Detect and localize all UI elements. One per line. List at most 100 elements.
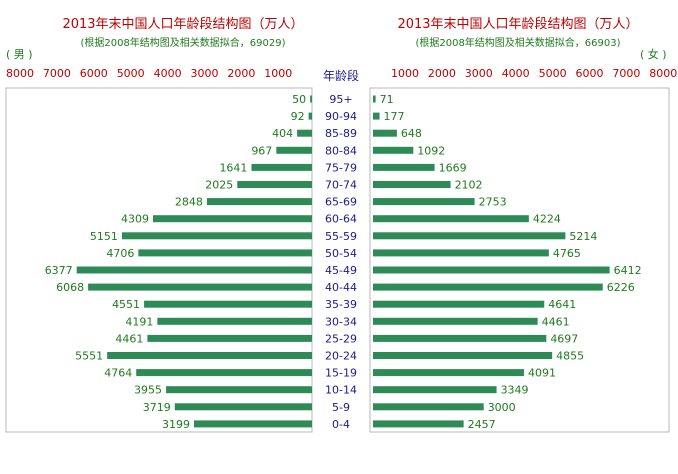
female-tick-label: 7000 bbox=[612, 67, 640, 80]
female-tick-label: 8000 bbox=[649, 67, 677, 80]
age-group-label: 70-74 bbox=[325, 179, 357, 192]
age-group-label: 5-9 bbox=[332, 401, 350, 414]
female-value-label: 1092 bbox=[417, 144, 445, 157]
male-value-label: 5151 bbox=[90, 230, 118, 243]
female-value-label: 4765 bbox=[553, 247, 581, 260]
age-group-label: 80-84 bbox=[325, 144, 357, 157]
female-value-label: 648 bbox=[401, 127, 422, 140]
left-subtitle: (根据2008年结构图及相关数据拟合，69029) bbox=[80, 36, 285, 49]
bars-layer bbox=[76, 95, 610, 428]
age-group-label: 35-39 bbox=[325, 298, 357, 311]
female-value-label: 4224 bbox=[533, 213, 561, 226]
labels-layer: 50 71 95+ 92 177 90-94 404 648 85-89 967 1092 80-84… bbox=[45, 93, 642, 431]
age-group-label: 10-14 bbox=[325, 384, 357, 397]
age-group-label: 85-89 bbox=[325, 127, 357, 140]
male-bar bbox=[88, 283, 313, 291]
female-bar bbox=[373, 112, 380, 120]
right-subtitle: (根据2008年结构图及相关数据拟合，66903) bbox=[415, 36, 620, 49]
female-tick-label: 4000 bbox=[502, 67, 530, 80]
female-value-label: 5214 bbox=[569, 230, 597, 243]
female-value-label: 4697 bbox=[550, 332, 578, 345]
age-group-label: 25-29 bbox=[325, 332, 357, 345]
female-tick-label: 3000 bbox=[465, 67, 493, 80]
female-bar bbox=[373, 215, 529, 223]
age-group-label: 30-34 bbox=[325, 315, 357, 328]
female-tick-label: 2000 bbox=[428, 67, 456, 80]
male-value-label: 92 bbox=[291, 110, 305, 123]
female-bar bbox=[373, 352, 553, 359]
male-value-label: 4764 bbox=[104, 367, 132, 380]
female-bar bbox=[373, 266, 610, 274]
male-label: ( 男 ) bbox=[6, 48, 33, 61]
female-value-label: 4091 bbox=[528, 367, 556, 380]
male-bar bbox=[237, 181, 312, 188]
female-value-label: 1669 bbox=[439, 161, 467, 174]
female-bar bbox=[373, 369, 524, 377]
male-value-label: 5551 bbox=[75, 350, 103, 363]
female-value-label: 6226 bbox=[607, 281, 635, 294]
age-group-label: 40-44 bbox=[325, 281, 357, 294]
female-bar bbox=[373, 198, 475, 206]
female-value-label: 2102 bbox=[455, 179, 483, 192]
male-tick-label: 3000 bbox=[191, 67, 219, 80]
male-bar bbox=[206, 198, 312, 206]
age-group-label: 15-19 bbox=[325, 367, 357, 380]
male-value-label: 4551 bbox=[112, 298, 140, 311]
female-bar bbox=[373, 334, 547, 342]
male-value-label: 2848 bbox=[175, 196, 203, 209]
male-bar bbox=[107, 352, 313, 359]
female-tick-label: 5000 bbox=[539, 67, 567, 80]
female-bar bbox=[373, 163, 435, 171]
female-value-label: 3000 bbox=[488, 401, 516, 414]
male-bar bbox=[297, 129, 312, 137]
male-bar bbox=[136, 369, 312, 377]
male-tick-label: 8000 bbox=[6, 67, 34, 80]
male-value-label: 1641 bbox=[219, 161, 247, 174]
female-tick-label: 1000 bbox=[391, 67, 419, 80]
male-bar bbox=[308, 112, 312, 120]
age-group-label: 20-24 bbox=[325, 350, 357, 363]
female-bar bbox=[373, 386, 497, 394]
female-bar bbox=[373, 146, 414, 154]
male-bar bbox=[147, 334, 312, 342]
female-value-label: 6412 bbox=[614, 264, 642, 277]
male-bar bbox=[276, 146, 312, 154]
male-value-label: 4191 bbox=[125, 315, 153, 328]
female-value-label: 4855 bbox=[556, 350, 584, 363]
male-value-label: 2025 bbox=[205, 179, 233, 192]
male-value-label: 6068 bbox=[56, 281, 84, 294]
male-tick-label: 2000 bbox=[227, 67, 255, 80]
age-group-label: 45-49 bbox=[325, 264, 357, 277]
left-title: 2013年末中国人口年龄段结构图（万人） bbox=[62, 17, 303, 32]
age-group-label: 95+ bbox=[329, 93, 352, 106]
age-group-label: 90-94 bbox=[325, 110, 357, 123]
male-tick-label: 1000 bbox=[264, 67, 292, 80]
age-group-label: 60-64 bbox=[325, 213, 357, 226]
female-bar bbox=[373, 232, 566, 240]
axis-ticks: 8000 7000 6000 5000 4000 3000 2000 1000 1000 2000… bbox=[6, 67, 677, 80]
female-bar bbox=[373, 181, 451, 188]
female-bar bbox=[373, 317, 538, 325]
female-bar bbox=[373, 129, 397, 137]
male-bar bbox=[251, 163, 312, 171]
female-value-label: 2457 bbox=[468, 418, 496, 431]
age-group-label: 0-4 bbox=[332, 418, 350, 431]
male-value-label: 3955 bbox=[134, 384, 162, 397]
female-value-label: 2753 bbox=[479, 196, 507, 209]
male-plot-frame bbox=[5, 87, 313, 433]
male-bar bbox=[138, 249, 312, 257]
male-value-label: 4309 bbox=[121, 213, 149, 226]
male-value-label: 967 bbox=[251, 144, 272, 157]
male-bar bbox=[157, 317, 312, 325]
male-value-label: 4706 bbox=[106, 247, 134, 260]
male-value-label: 404 bbox=[272, 127, 293, 140]
male-value-label: 4461 bbox=[115, 332, 143, 345]
male-bar bbox=[152, 215, 312, 223]
age-group-label: 55-59 bbox=[325, 230, 357, 243]
age-group-label: 75-79 bbox=[325, 161, 357, 174]
male-tick-label: 7000 bbox=[43, 67, 71, 80]
male-bar bbox=[310, 95, 312, 103]
female-tick-label: 6000 bbox=[576, 67, 604, 80]
female-plot-frame bbox=[369, 87, 670, 433]
